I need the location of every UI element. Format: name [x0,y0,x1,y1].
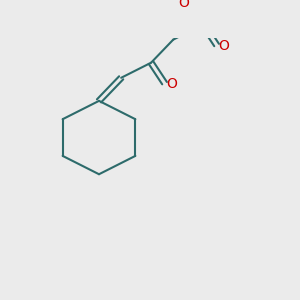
Text: O: O [167,77,178,92]
Text: O: O [178,0,189,10]
Text: O: O [219,39,230,53]
